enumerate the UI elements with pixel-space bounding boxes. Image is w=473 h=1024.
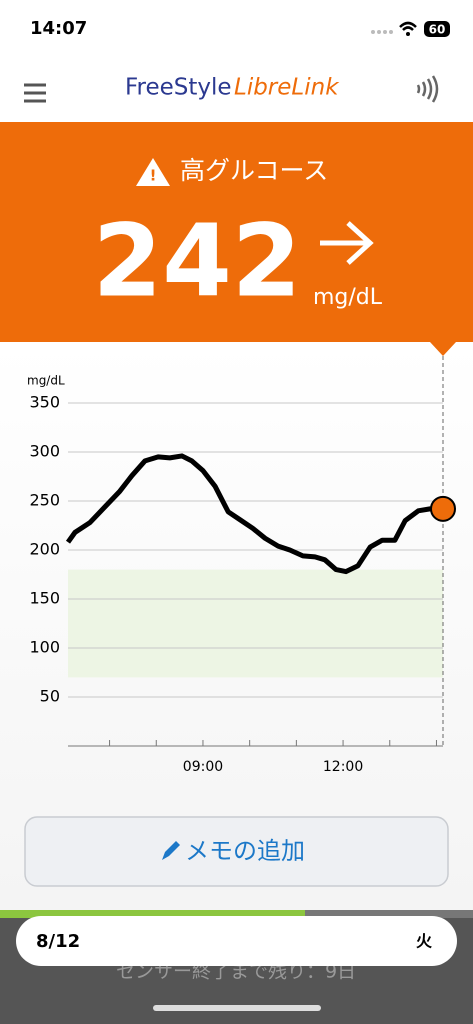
memo-button[interactable] bbox=[24, 816, 449, 887]
trend-arrow bbox=[320, 221, 374, 265]
target-range bbox=[68, 569, 443, 678]
wifi-dot bbox=[406, 32, 410, 36]
current-point bbox=[430, 495, 456, 522]
y-tick-label: 200 bbox=[29, 540, 60, 559]
glucose-unit: mg/dL bbox=[313, 285, 383, 310]
x-tick-label: 09:00 bbox=[183, 759, 223, 775]
memo-label: メモの追加 bbox=[185, 837, 305, 865]
logo-librelink: LibreLink bbox=[234, 75, 340, 101]
y-tick-label: 100 bbox=[29, 638, 60, 657]
sensor-remaining bbox=[305, 910, 473, 918]
menu-icon[interactable] bbox=[24, 83, 46, 103]
home-indicator bbox=[153, 1005, 321, 1011]
signal bbox=[371, 30, 393, 34]
y-tick-label: 150 bbox=[29, 589, 60, 608]
alert-panel bbox=[0, 122, 473, 342]
wifi bbox=[399, 21, 417, 31]
y-tick-label: 250 bbox=[29, 491, 60, 510]
chart: 50 100 150 200 250 300 350 09:00 12:00 bbox=[29, 356, 456, 775]
y-tick-label: 350 bbox=[29, 393, 60, 412]
y-tick-label: 50 bbox=[40, 687, 60, 706]
weekday: 火 bbox=[416, 932, 433, 951]
nfc-icon[interactable] bbox=[416, 75, 439, 103]
pencil-icon bbox=[162, 841, 180, 860]
y-axis-label: mg/dL bbox=[27, 374, 65, 388]
date: 8/12 bbox=[36, 931, 80, 952]
time: 14:07 bbox=[30, 18, 87, 39]
battery bbox=[424, 21, 450, 37]
date-card bbox=[16, 916, 457, 966]
battery-level: 60 bbox=[429, 23, 446, 37]
glucose-value: 242 bbox=[93, 202, 302, 319]
alert-label: 高グルコース bbox=[180, 156, 328, 185]
glucose-line bbox=[65, 453, 443, 575]
logo-freestyle: FreeStyle bbox=[125, 75, 232, 101]
sensor-progress bbox=[0, 910, 305, 918]
warning-icon bbox=[136, 158, 170, 186]
x-tick-label: 12:00 bbox=[323, 759, 363, 775]
svg-text:!: ! bbox=[150, 167, 157, 185]
pointer bbox=[430, 342, 456, 356]
y-tick-label: 300 bbox=[29, 442, 60, 461]
